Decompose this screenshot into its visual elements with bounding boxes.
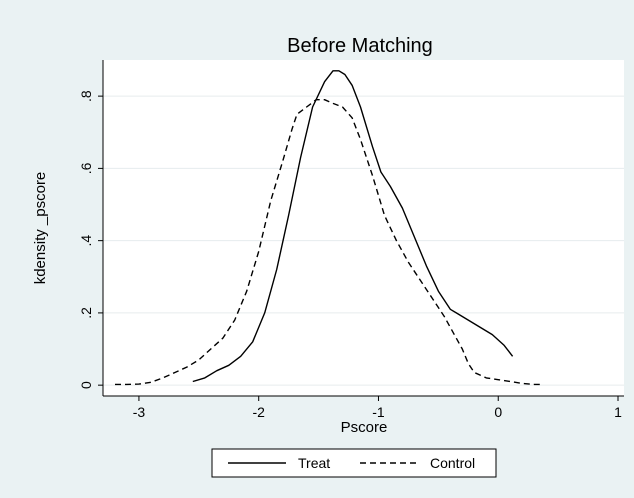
series-line-treat	[192, 70, 514, 383]
series-line-control	[115, 99, 541, 386]
y-tick-label: 0	[78, 381, 94, 389]
legend-label: Treat	[298, 455, 330, 471]
y-tick-label: .4	[78, 235, 94, 247]
axes: 0 .2 .4 .6 .8 -3 -2 -1 0 1	[78, 60, 624, 420]
y-tick-label: .6	[78, 162, 94, 174]
chart-title: Before Matching	[287, 35, 433, 57]
grid-lines	[103, 95, 624, 386]
y-tick-label: .8	[78, 90, 94, 102]
legend: Treat Control	[211, 448, 497, 478]
x-tick-label: -1	[372, 404, 385, 420]
legend-label: Control	[430, 455, 475, 471]
y-axis-label: kdensity _pscore	[32, 172, 49, 285]
x-tick-label: 0	[494, 404, 502, 420]
x-tick-label: 1	[614, 404, 622, 420]
x-axis-label: Pscore	[341, 419, 388, 436]
plot-area	[103, 60, 624, 396]
x-tick-label: -2	[252, 404, 265, 420]
x-tick-label: -3	[133, 404, 146, 420]
y-tick-label: .2	[78, 307, 94, 319]
series-layer	[115, 70, 541, 386]
